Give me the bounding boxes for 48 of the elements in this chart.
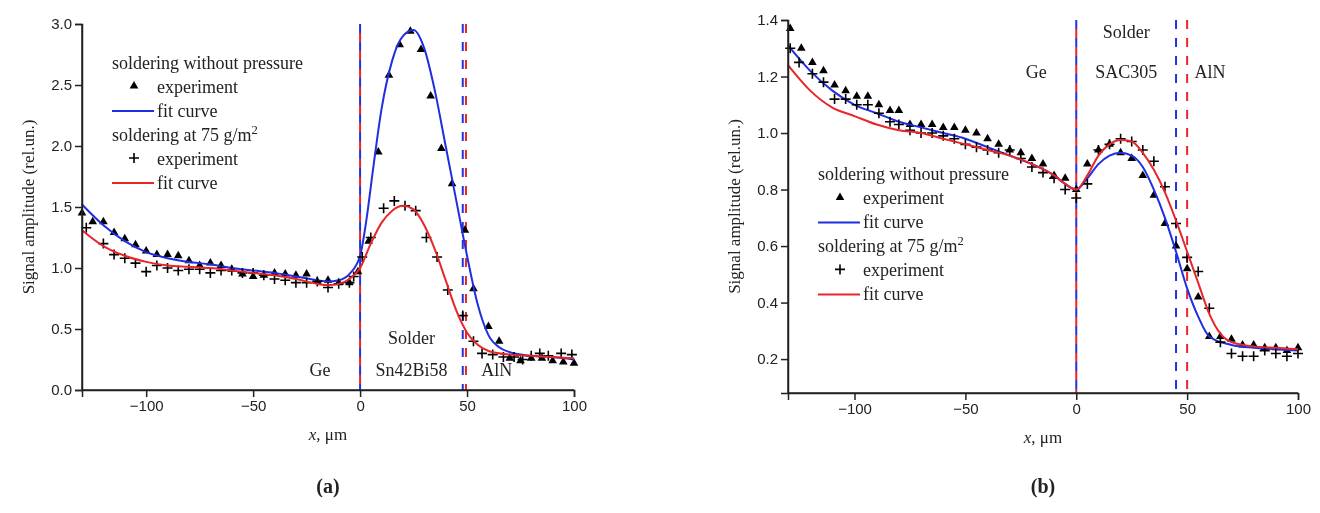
x-axis-title: x, μm <box>1022 428 1063 447</box>
annotation: soldering without pressure <box>818 164 1009 185</box>
legend-label: experiment <box>863 260 944 281</box>
y-tick-label: 0.4 <box>757 293 778 311</box>
y-axis-title: Signal amplitude (rel.un.) <box>725 119 744 294</box>
legend-label: fit curve <box>157 101 218 121</box>
legend-label: experiment <box>863 188 944 209</box>
y-tick-label: 0.5 <box>51 320 72 338</box>
x-axis-title: x, μm <box>307 425 348 444</box>
legend-label: fit curve <box>863 284 924 305</box>
legend-label: experiment <box>157 149 238 169</box>
x-tick-label: −100 <box>129 396 164 414</box>
y-tick-label: 3.0 <box>51 15 72 33</box>
y-tick-label: 1.2 <box>757 67 778 85</box>
y-tick-label: 1.4 <box>757 11 778 29</box>
y-tick-label: 0.8 <box>757 180 778 198</box>
annotation: soldering at 75 g/m$^{2}$ <box>818 234 964 257</box>
annotation: AlN <box>481 360 513 380</box>
annotation: Solder Sn42Bi58 <box>375 328 448 380</box>
legend-label: fit curve <box>157 173 218 193</box>
x-tick-label: 100 <box>561 396 588 414</box>
y-tick-label: 0.2 <box>757 350 778 368</box>
text: (a) <box>316 475 340 498</box>
annotation: Ge <box>1025 62 1047 82</box>
annotation: Solder SAC305 <box>1095 22 1158 82</box>
legend-label: experiment <box>157 77 238 97</box>
text: (b) <box>1030 475 1056 498</box>
x-tick-label: −50 <box>240 396 267 414</box>
annotation: Ge <box>309 360 331 380</box>
x-tick-label: −50 <box>953 399 979 417</box>
legend-label: fit curve <box>863 212 924 233</box>
y-axis-title: Signal amplitude (rel.un.) <box>19 119 38 295</box>
y-tick-label: 1.5 <box>51 198 72 216</box>
x-tick-label: −100 <box>838 399 872 417</box>
y-tick-label: 0.0 <box>51 381 72 399</box>
x-tick-label: 0 <box>356 396 365 414</box>
y-tick-label: 0.6 <box>757 237 778 255</box>
x-tick-label: 100 <box>1285 399 1312 417</box>
annotation: AlN <box>1194 62 1226 82</box>
x-tick-label: 0 <box>1072 399 1081 417</box>
x-tick-label: 50 <box>1179 399 1196 417</box>
annotation: soldering without pressure <box>112 53 303 73</box>
y-tick-label: 2.5 <box>51 76 72 94</box>
y-tick-label: 2.0 <box>51 137 72 155</box>
x-tick-label: 50 <box>459 396 476 414</box>
y-tick-label: 1.0 <box>51 259 72 277</box>
y-tick-label: 1.0 <box>757 124 778 142</box>
annotation: soldering at 75 g/m$^{2}$ <box>112 123 258 145</box>
